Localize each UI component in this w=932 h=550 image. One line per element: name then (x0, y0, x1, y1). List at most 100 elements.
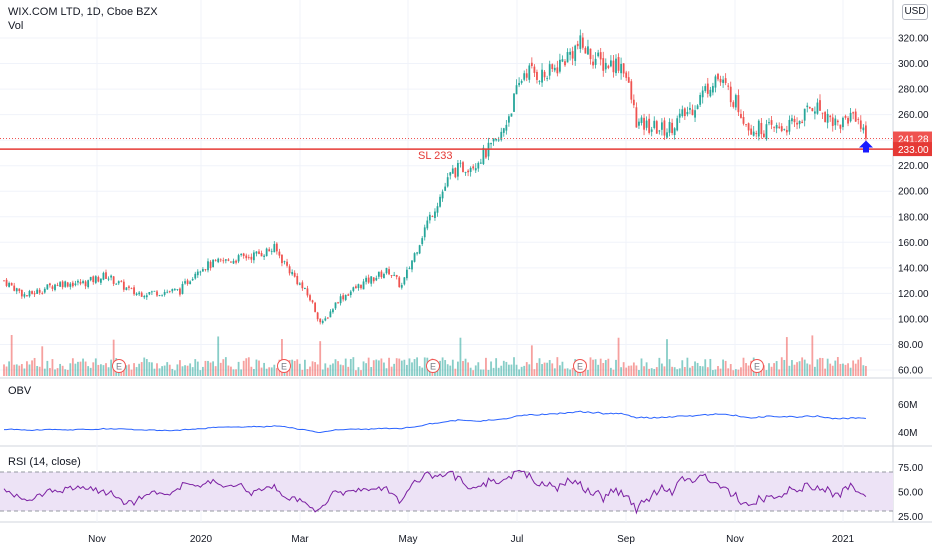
volume-bar (258, 360, 260, 376)
volume-bar (803, 359, 806, 376)
volume-bar (569, 369, 571, 376)
candle-body (706, 83, 709, 94)
volume-bar (222, 359, 225, 376)
candle-body (610, 60, 612, 67)
candle-body (89, 276, 92, 281)
candle-body (564, 61, 566, 66)
candle-body (520, 81, 523, 83)
volume-bar (268, 367, 271, 376)
candle-body (587, 46, 589, 55)
candle-body (673, 128, 676, 136)
earnings-marker-label: E (116, 362, 122, 372)
volume-bar (791, 360, 793, 376)
volume-bar (10, 335, 13, 376)
candle-body (553, 67, 556, 71)
candle-body (755, 133, 758, 135)
volume-bar (304, 359, 306, 376)
volume-bar (533, 369, 536, 376)
volume-bar (281, 339, 283, 376)
volume-bar (462, 361, 464, 376)
volume-bar (332, 363, 334, 376)
candle-body (156, 291, 158, 296)
volume-bar (207, 360, 209, 376)
volume-bar (156, 363, 158, 376)
candle-body (158, 295, 161, 296)
volume-bar (834, 360, 837, 376)
volume-bar (495, 358, 498, 376)
candle-body (214, 260, 217, 262)
candle-body (390, 275, 393, 276)
candle-body (43, 288, 46, 293)
candle-body (423, 227, 426, 238)
volume-bar (355, 370, 357, 376)
volume-bar (717, 366, 719, 376)
candle-body (589, 48, 592, 60)
candle-body (678, 113, 681, 118)
candle-body (793, 118, 796, 123)
candle-body (785, 129, 788, 133)
earnings-marker-label: E (577, 362, 583, 372)
candle-body (380, 271, 383, 278)
candle-body (584, 47, 587, 54)
candle-body (490, 142, 492, 145)
candle-body (92, 276, 95, 283)
candle-body (77, 280, 79, 283)
volume-bar (747, 365, 750, 376)
last-price-tag (893, 131, 932, 146)
candle-body (372, 277, 375, 282)
candle-body (316, 312, 319, 320)
candle-body (574, 45, 577, 61)
volume-bar (464, 358, 467, 376)
candle-body (403, 277, 406, 285)
volume-bar (852, 360, 855, 376)
volume-bar (446, 364, 449, 376)
candle-body (413, 253, 416, 262)
volume-bar (859, 357, 862, 376)
volume-bar (56, 368, 59, 376)
candle-body (393, 274, 396, 276)
volume-bar (857, 359, 860, 376)
candle-body (278, 251, 281, 256)
candle-body (523, 73, 526, 80)
candle-body (281, 254, 283, 264)
candle-body (625, 72, 628, 78)
volume-bar (490, 361, 492, 376)
volume-bar (5, 366, 8, 376)
candle-body (286, 261, 288, 266)
candle-body (803, 108, 806, 121)
volume-bar (658, 357, 661, 376)
volume-bar (87, 366, 90, 376)
candle-body (125, 287, 128, 291)
volume-bar (367, 357, 370, 376)
candle-body (151, 291, 153, 293)
candle-body (421, 238, 424, 245)
y-tick-label: 140.00 (898, 263, 929, 274)
candle-body (326, 317, 329, 319)
currency-button[interactable]: USD (902, 4, 928, 20)
volume-bar (143, 357, 146, 376)
volume-bar (796, 362, 798, 376)
volume-bar (334, 359, 337, 376)
candle-body (171, 289, 174, 292)
candles (3, 29, 867, 325)
candle-body (576, 43, 579, 47)
volume-bar (204, 360, 207, 376)
volume-bar (469, 367, 472, 376)
candle-body (742, 116, 745, 124)
candle-body (849, 112, 852, 122)
volume-bar (643, 366, 645, 376)
x-tick-label: Nov (726, 534, 744, 545)
earnings-marker-label: E (430, 362, 436, 372)
candle-body (428, 214, 431, 221)
volume-bar (686, 357, 689, 376)
candle-body (801, 121, 804, 124)
volume-bar (655, 367, 658, 376)
candle-body (69, 283, 72, 287)
candle-body (3, 280, 5, 282)
candle-body (94, 276, 97, 283)
volume-bar (704, 359, 707, 376)
candle-body (189, 281, 192, 285)
candle-body (658, 130, 661, 132)
candle-body (31, 291, 33, 294)
volume-bar (400, 360, 403, 376)
